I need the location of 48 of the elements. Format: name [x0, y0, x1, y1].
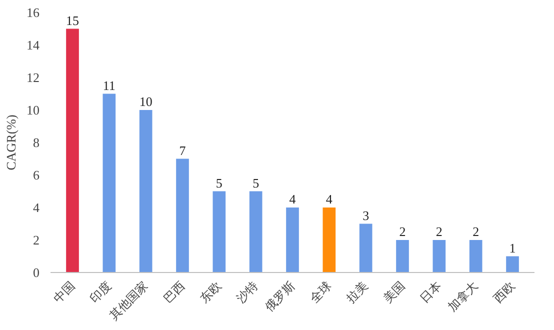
bar	[286, 208, 299, 272]
data-label: 3	[362, 208, 370, 223]
bar	[359, 224, 372, 272]
x-tick-label: 沙特	[234, 278, 261, 306]
data-label: 5	[252, 175, 260, 190]
data-label: 15	[66, 12, 79, 28]
x-tick-label: 东欧	[197, 278, 224, 306]
data-label: 7	[179, 142, 186, 158]
x-tick-label: 巴西	[160, 278, 188, 306]
y-tick-label: 2	[33, 232, 40, 248]
y-tick-label: 8	[33, 135, 40, 150]
data-label: 1	[509, 240, 516, 256]
bar	[139, 110, 152, 272]
data-label: 4	[289, 192, 296, 206]
bar	[102, 94, 116, 272]
x-tick-label: 日本	[417, 278, 444, 306]
y-tick-label: 10	[26, 102, 40, 118]
data-label: 11	[102, 78, 116, 93]
y-tick-label: 16	[26, 5, 40, 20]
bar	[176, 158, 189, 272]
x-tick-label: 全球	[307, 278, 334, 306]
y-axis-title: CAGR(%)	[4, 114, 18, 170]
bar	[249, 191, 262, 272]
y-tick-label: 12	[26, 70, 40, 85]
y-tick-label: 14	[26, 38, 40, 52]
x-tick-label: 美国	[380, 278, 408, 306]
x-tick-label: 中国	[50, 278, 78, 306]
x-tick-label: 俄罗斯	[262, 278, 298, 314]
x-tick-label: 加拿大	[445, 278, 481, 314]
bar	[66, 28, 79, 272]
bar	[432, 240, 446, 272]
x-tick-label: 印度	[87, 278, 114, 306]
x-tick-label: 西欧	[490, 278, 518, 306]
data-label: 2	[436, 224, 442, 239]
bar	[212, 191, 226, 272]
data-label: 2	[472, 224, 480, 239]
y-tick-label: 0	[33, 265, 40, 280]
y-tick-label: 4	[33, 200, 40, 215]
bar	[469, 240, 482, 272]
data-label: 2	[399, 224, 406, 239]
data-label: 10	[139, 94, 152, 109]
y-tick-label: 6	[33, 168, 40, 182]
bar	[396, 240, 409, 272]
x-tick-label: 拉美	[344, 278, 371, 306]
bar	[322, 208, 336, 272]
data-label: 4	[326, 192, 333, 206]
data-label: 5	[216, 175, 222, 190]
bar	[506, 256, 519, 272]
